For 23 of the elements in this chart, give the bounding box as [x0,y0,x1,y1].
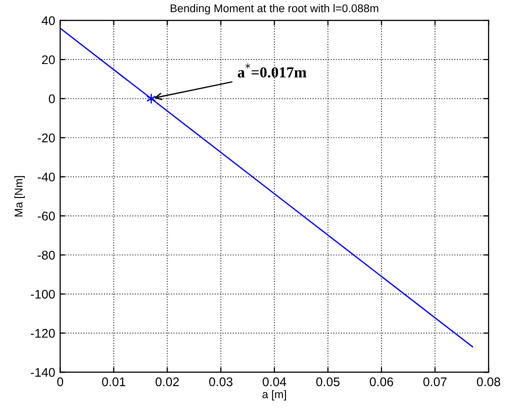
y-tick-label: -60 [38,212,55,221]
x-tick-label: 0.05 [316,377,340,386]
x-tick-label: 0.02 [156,377,179,386]
x-tick-label: 0.01 [102,377,126,386]
y-tick-label: -80 [38,250,55,260]
x-tick-label: 0.07 [423,377,447,386]
y-tick-label: -20 [38,133,55,142]
y-tick-label: -100 [30,290,55,299]
x-tick-label: 0.03 [209,377,232,386]
y-tick-label: 20 [42,55,55,64]
x-tick-label: 0.04 [262,377,286,386]
x-axis-title: a [m] [262,390,286,400]
x-tick-label: 0.06 [370,377,394,386]
y-tick-label: -140 [30,368,55,377]
chart-title: Bending Moment at the root with l=0.088m [170,4,378,14]
y-tick-label: 40 [42,16,55,26]
x-tick-label: 0 [57,377,64,386]
y-tick-label: -40 [38,172,55,182]
y-tick-label: -120 [30,328,55,338]
annotation: a$^{*}$=0.017m [238,64,306,78]
y-tick-label: 0 [48,94,55,104]
x-tick-label: 0.08 [476,377,500,386]
y-axis-title: Ma [Nm] [14,176,25,216]
